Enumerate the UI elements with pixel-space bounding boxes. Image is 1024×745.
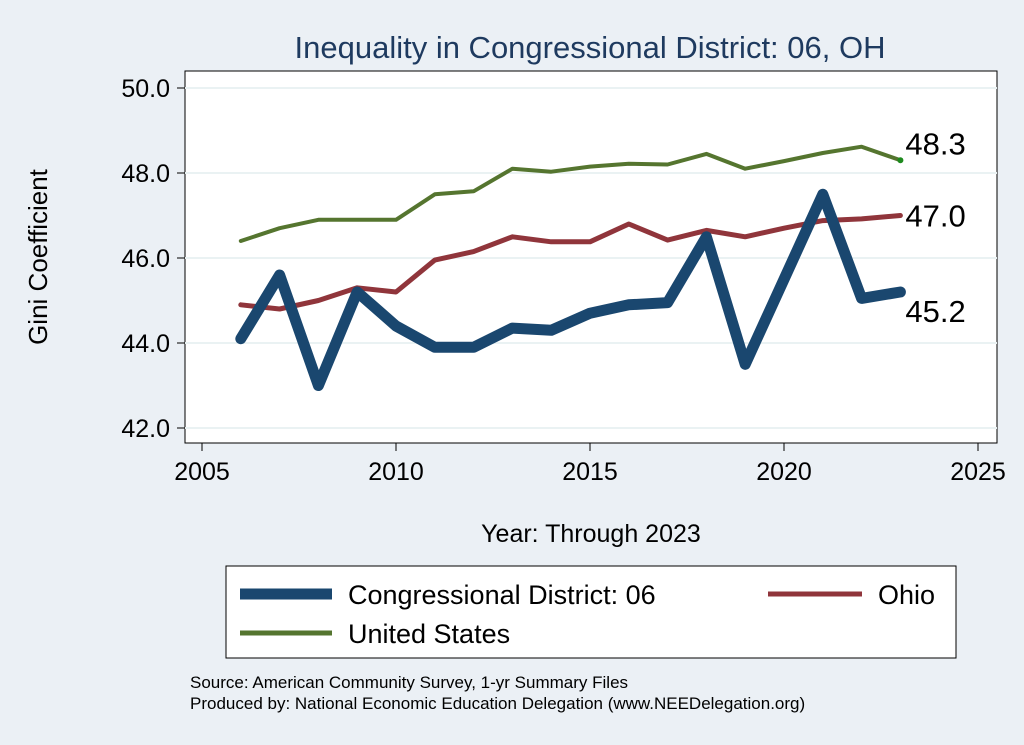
y-tick-label: 42.0 — [121, 415, 170, 443]
x-tick-label: 2005 — [174, 458, 230, 486]
series-end-marker-us — [897, 157, 904, 164]
x-tick-label: 2010 — [368, 458, 424, 486]
source-note: Source: American Community Survey, 1-yr … — [190, 673, 628, 692]
gridlines — [185, 87, 997, 429]
series-line-ohio — [238, 213, 903, 312]
legend-box — [225, 565, 957, 659]
series-line-district — [235, 188, 906, 391]
x-tick-label: 2015 — [562, 458, 618, 486]
x-tick-label: 2025 — [950, 458, 1006, 486]
legend-label-ohio: Ohio — [878, 580, 935, 610]
y-tick-label: 44.0 — [121, 330, 170, 358]
x-axis-label: Year: Through 2023 — [481, 520, 701, 548]
producer-note: Produced by: National Economic Education… — [190, 694, 805, 713]
series-lines — [235, 144, 906, 391]
series-line-us — [238, 144, 903, 243]
y-axis-label: Gini Coefficient — [23, 168, 53, 345]
chart-title: Inequality in Congressional District: 06… — [295, 30, 886, 65]
end-label-ohio: 47.0 — [905, 199, 965, 234]
end-label-district: 45.2 — [905, 294, 965, 329]
y-tick-label: 50.0 — [121, 75, 170, 103]
x-tick-label: 2020 — [756, 458, 812, 486]
legend-label-us: United States — [348, 619, 510, 649]
legend-label-district: Congressional District: 06 — [348, 580, 656, 610]
axes: 42.0 44.0 46.0 48.0 50.0 2005 2010 2015 2020 2025 — [121, 75, 1005, 486]
legend: Congressional District: 06 Ohio United S… — [225, 565, 957, 659]
y-tick-label: 46.0 — [121, 245, 170, 273]
end-labels: 45.2 47.0 48.3 — [905, 126, 965, 329]
end-label-us: 48.3 — [905, 126, 965, 161]
y-tick-label: 48.0 — [121, 160, 170, 188]
